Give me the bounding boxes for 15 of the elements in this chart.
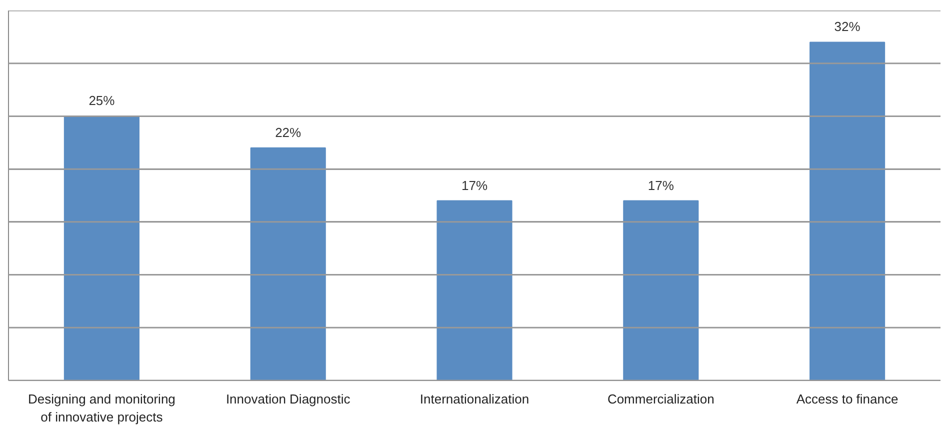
bar (623, 200, 699, 380)
x-tick-label: Commercialization (607, 392, 714, 406)
bar (436, 200, 512, 380)
bar (810, 42, 886, 380)
data-label: 17% (461, 178, 488, 193)
x-tick-label: Access to finance (796, 392, 898, 406)
data-label: 22% (275, 124, 302, 140)
x-tick-label: Designing and monitoring of innovative projects (28, 392, 176, 424)
data-label: 25% (88, 93, 116, 108)
x-tick-label: Internationalization (420, 392, 530, 406)
x-tick-label: Innovation Diagnostic (226, 392, 351, 406)
data-label: 32% (834, 19, 861, 34)
bar (64, 116, 140, 380)
bar (250, 147, 326, 380)
data-label: 17% (648, 178, 674, 193)
